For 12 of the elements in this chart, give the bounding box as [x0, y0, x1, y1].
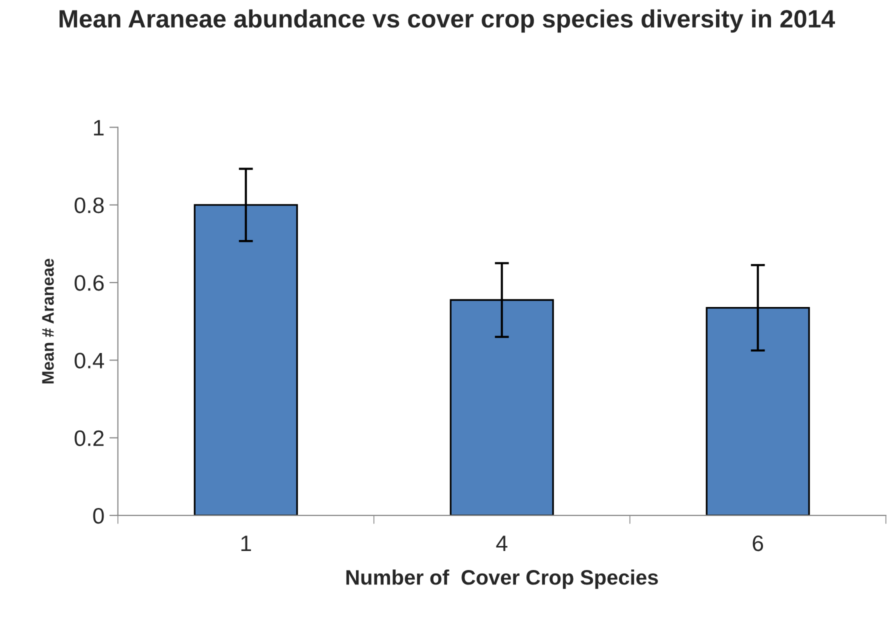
y-tick-label: 0.8 [74, 197, 104, 214]
y-tick-label: 0.4 [74, 352, 104, 368]
chart-title: Mean Araneae abundance vs cover crop species diversity in 2014 [60, 9, 836, 33]
y-tick-label: 0.2 [74, 430, 104, 446]
y-tick-label: 0.6 [74, 275, 104, 291]
x-tick-label: 4 [496, 536, 508, 551]
y-tick-label: 0 [93, 508, 104, 524]
y-axis-title: Mean # Araneae [42, 258, 54, 384]
x-tick-label: 1 [241, 536, 251, 551]
x-tick-label: 6 [752, 535, 764, 552]
x-axis-title: Number of Cover Crop Species [346, 569, 658, 589]
y-tick-label: 1 [94, 120, 104, 136]
